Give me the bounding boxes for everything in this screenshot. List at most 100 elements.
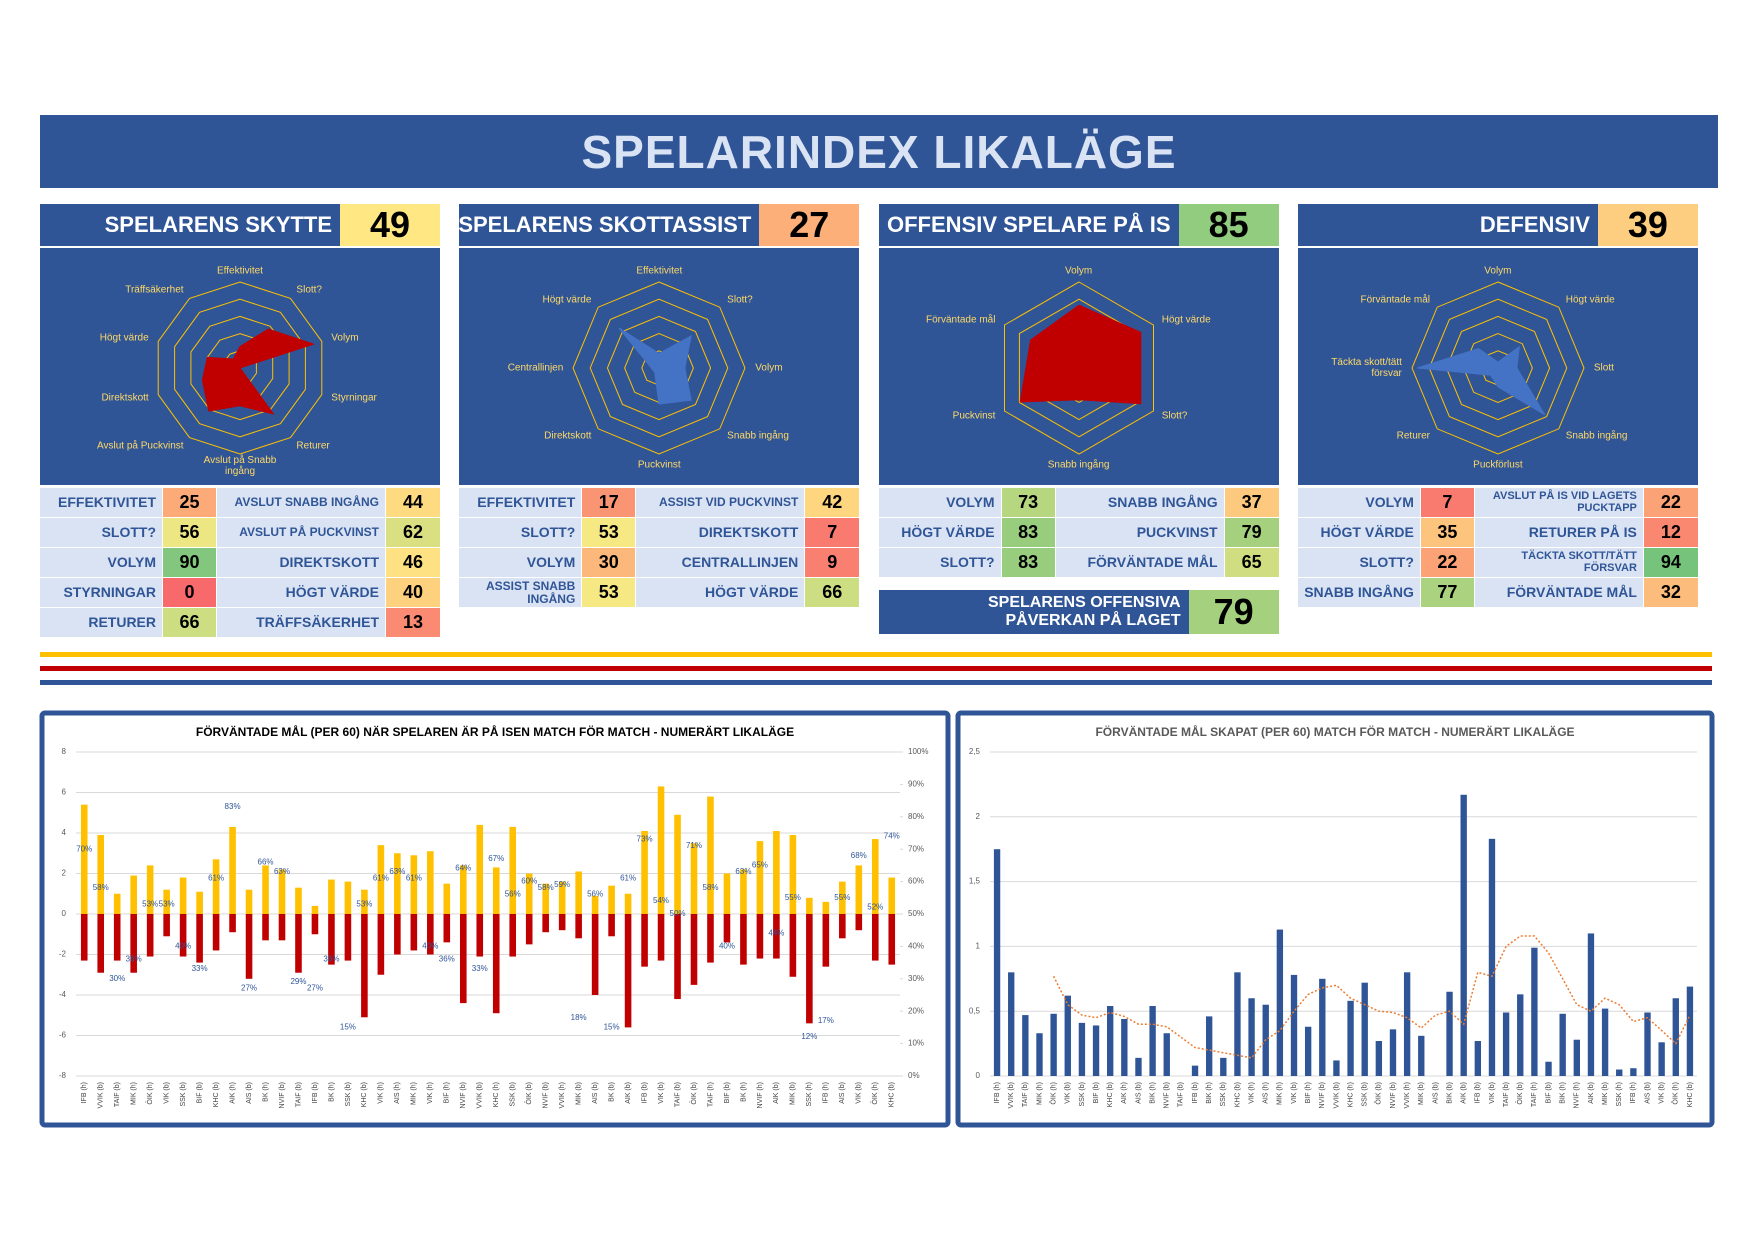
bar	[1418, 1035, 1425, 1076]
x-tick-label: VVIK (b)	[1333, 1082, 1340, 1108]
radar-area	[1019, 304, 1141, 405]
x-tick-label: KHC (b)	[889, 1082, 896, 1107]
x-tick-label: TAIF (b)	[1503, 1082, 1510, 1107]
stripe	[40, 680, 1712, 685]
y2-tick-label: 50%	[908, 909, 924, 918]
x-tick-label: ÖIK (b)	[1375, 1082, 1383, 1105]
metric-label: FÖRVÄNTADE MÅL	[1474, 578, 1643, 607]
bar	[871, 839, 879, 914]
data-label: 83%	[225, 802, 241, 811]
y-tick-label: 1	[976, 942, 981, 951]
bar	[179, 914, 187, 957]
data-label: 71%	[686, 841, 702, 850]
metric-label: STYRNINGAR	[40, 578, 162, 607]
bar	[1191, 1065, 1199, 1076]
radar-panel: Effektivitet Slott? Volym Snabb ingång Puckv…	[459, 248, 860, 485]
bar	[608, 885, 615, 914]
chart-frame	[955, 710, 1715, 1128]
x-tick-label: IFB (h)	[1630, 1082, 1637, 1103]
data-label: 55%	[834, 893, 850, 902]
bar	[146, 865, 154, 914]
y-tick-label: -8	[59, 1071, 67, 1080]
data-label: 52%	[867, 903, 883, 912]
y-tick-label: 1,5	[969, 877, 981, 886]
x-tick-label: IFB (b)	[1475, 1082, 1482, 1103]
metric-label: VOLYM	[40, 548, 162, 577]
bar	[1545, 1061, 1552, 1076]
data-label: 40%	[422, 942, 438, 951]
data-label: 65%	[752, 861, 768, 870]
y2-tick-label: 0%	[908, 1071, 920, 1080]
stripe	[40, 666, 1712, 671]
metric-label: PUCKVINST	[1055, 518, 1224, 547]
x-tick-label: VVIK (h)	[559, 1082, 566, 1108]
bar	[344, 881, 352, 914]
x-tick-label: TAIF (b)	[674, 1082, 681, 1107]
metric-label: HÖGT VÄRDE	[217, 578, 385, 607]
radar-axis-label: Slott?	[296, 284, 322, 296]
x-tick-label: MIK (b)	[1418, 1082, 1425, 1105]
bar	[410, 914, 418, 951]
line-series	[1052, 935, 1691, 1059]
bar	[542, 883, 549, 914]
bar	[80, 914, 88, 961]
bar	[1205, 1016, 1213, 1076]
y-tick-label: 6	[62, 788, 67, 797]
radar-ring	[607, 315, 712, 421]
bar	[871, 914, 879, 961]
bar	[410, 855, 418, 914]
data-label: 74%	[884, 831, 900, 840]
x-tick-label: ÖIK (b)	[690, 1082, 698, 1105]
x-tick-label: AIS (b)	[592, 1082, 599, 1104]
radar-axis-label: Slott?	[727, 294, 753, 306]
metric-label: RETURER PÅ IS	[1474, 518, 1643, 547]
radar-axis-label: Direktskott	[101, 392, 149, 404]
x-tick-label: ÖIK (h)	[1049, 1082, 1057, 1105]
data-label: 60%	[521, 877, 537, 886]
data-label: 53%	[142, 899, 158, 908]
x-tick-label: SSK (h)	[806, 1082, 813, 1107]
metric-label: HÖGT VÄRDE	[636, 578, 805, 607]
metric-value: 37	[1224, 488, 1279, 517]
radar-axis-label: Direktskott	[544, 430, 592, 442]
x-tick-label: SSK (b)	[345, 1082, 352, 1107]
radar-axis-label: Högt värde	[1565, 294, 1615, 306]
impact-value: 79	[1188, 590, 1279, 634]
x-tick-label: AIS (b)	[1432, 1082, 1439, 1104]
radar-axis-label: Slott	[1593, 362, 1614, 374]
bar	[245, 914, 253, 979]
metric-label: EFFEKTIVITET	[40, 488, 162, 517]
panel-title: DEFENSIV	[1297, 204, 1598, 246]
metric-label: VOLYM	[1297, 488, 1420, 517]
radar-chart	[572, 281, 746, 455]
data-label: 59%	[554, 880, 570, 889]
x-tick-label: VIK (b)	[856, 1082, 863, 1104]
x-tick-label: NVIF (b)	[279, 1082, 286, 1108]
x-tick-label: ÖIK (b)	[525, 1082, 533, 1105]
bar	[1630, 1068, 1637, 1076]
x-tick-label: AIK (b)	[625, 1082, 632, 1104]
bar	[624, 893, 632, 914]
x-tick-label: TAIF (h)	[707, 1082, 714, 1107]
data-label: 50%	[670, 909, 686, 918]
bar	[641, 914, 648, 967]
data-label: 40%	[175, 942, 191, 951]
bar	[773, 830, 780, 914]
metric-label: HÖGT VÄRDE	[1297, 518, 1420, 547]
bar	[163, 914, 170, 937]
metric-value: 0	[163, 578, 216, 607]
bar	[443, 883, 451, 914]
radar-area	[618, 327, 693, 405]
data-label: 44%	[768, 929, 784, 938]
data-label: 56%	[587, 890, 603, 899]
bar	[212, 914, 220, 951]
metric-label: TRÄFFSÄKERHET	[217, 608, 385, 637]
radar-axis-label: Volym	[1484, 265, 1512, 277]
bar	[575, 914, 582, 939]
x-tick-label: BIF (b)	[1093, 1082, 1100, 1103]
y-tick-label: 0,5	[969, 1006, 981, 1015]
data-label: 56%	[505, 890, 521, 899]
bar	[278, 914, 286, 941]
bar	[1403, 972, 1411, 1076]
data-label: 70%	[76, 844, 92, 853]
